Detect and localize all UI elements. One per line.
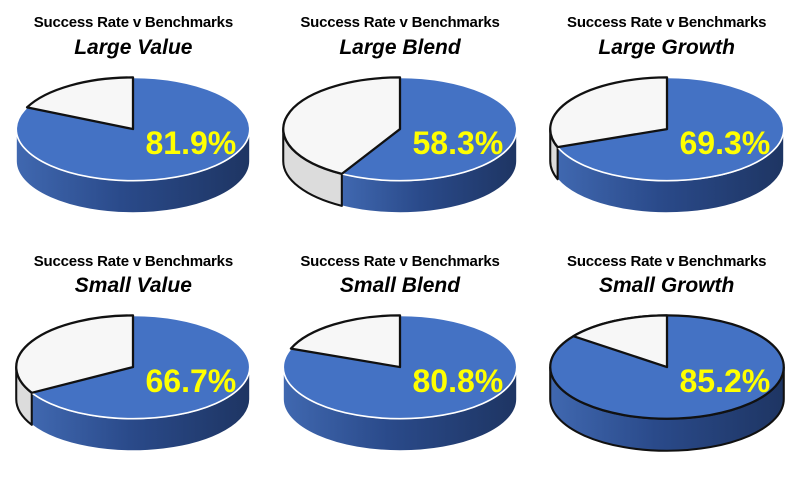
chart-title: Success Rate v Benchmarks <box>33 252 233 270</box>
percent-label: 66.7% <box>146 363 237 399</box>
chart-title: Success Rate v Benchmarks <box>567 252 767 270</box>
pie-3d: 66.7% <box>15 314 251 452</box>
chart-title: Success Rate v Benchmarks <box>33 14 233 31</box>
chart-subtitle: Large Growth <box>598 35 735 59</box>
percent-label: 69.3% <box>679 125 770 161</box>
chart-subtitle: Small Growth <box>598 274 735 298</box>
chart-subtitle: Small Blend <box>339 274 461 298</box>
chart-title: Success Rate v Benchmarks <box>300 252 500 270</box>
chart-title: Success Rate v Benchmarks <box>300 14 500 31</box>
chart-subtitle: Small Value <box>74 274 192 298</box>
percent-label: 58.3% <box>412 125 503 161</box>
percent-label: 80.8% <box>412 363 503 399</box>
percent-label: 81.9% <box>146 125 237 161</box>
pie-chart-card-large-blend: Success Rate v Benchmarks Large Blend 58… <box>267 0 534 239</box>
pie-chart-card-small-blend: Success Rate v Benchmarks Small Blend 80… <box>267 239 534 477</box>
pie-chart-card-large-growth: Success Rate v Benchmarks Large Growth 6… <box>533 0 800 239</box>
pie-chart-card-small-growth: Success Rate v Benchmarks Small Growth 8… <box>533 239 800 477</box>
pie-chart-card-small-value: Success Rate v Benchmarks Small Value 66… <box>0 239 267 477</box>
chart-subtitle: Large Value <box>74 35 193 59</box>
pie-3d: 81.9% <box>15 76 251 214</box>
chart-subtitle: Large Blend <box>339 35 461 59</box>
pie-3d: 58.3% <box>282 76 518 214</box>
pie-3d: 85.2% <box>548 314 785 453</box>
percent-label: 85.2% <box>679 363 770 399</box>
chart-title: Success Rate v Benchmarks <box>567 14 767 31</box>
pie-chart-card-large-value: Success Rate v Benchmarks Large Value 81… <box>0 0 267 239</box>
pie-3d: 80.8% <box>282 314 518 452</box>
pie-3d: 69.3% <box>548 76 785 214</box>
